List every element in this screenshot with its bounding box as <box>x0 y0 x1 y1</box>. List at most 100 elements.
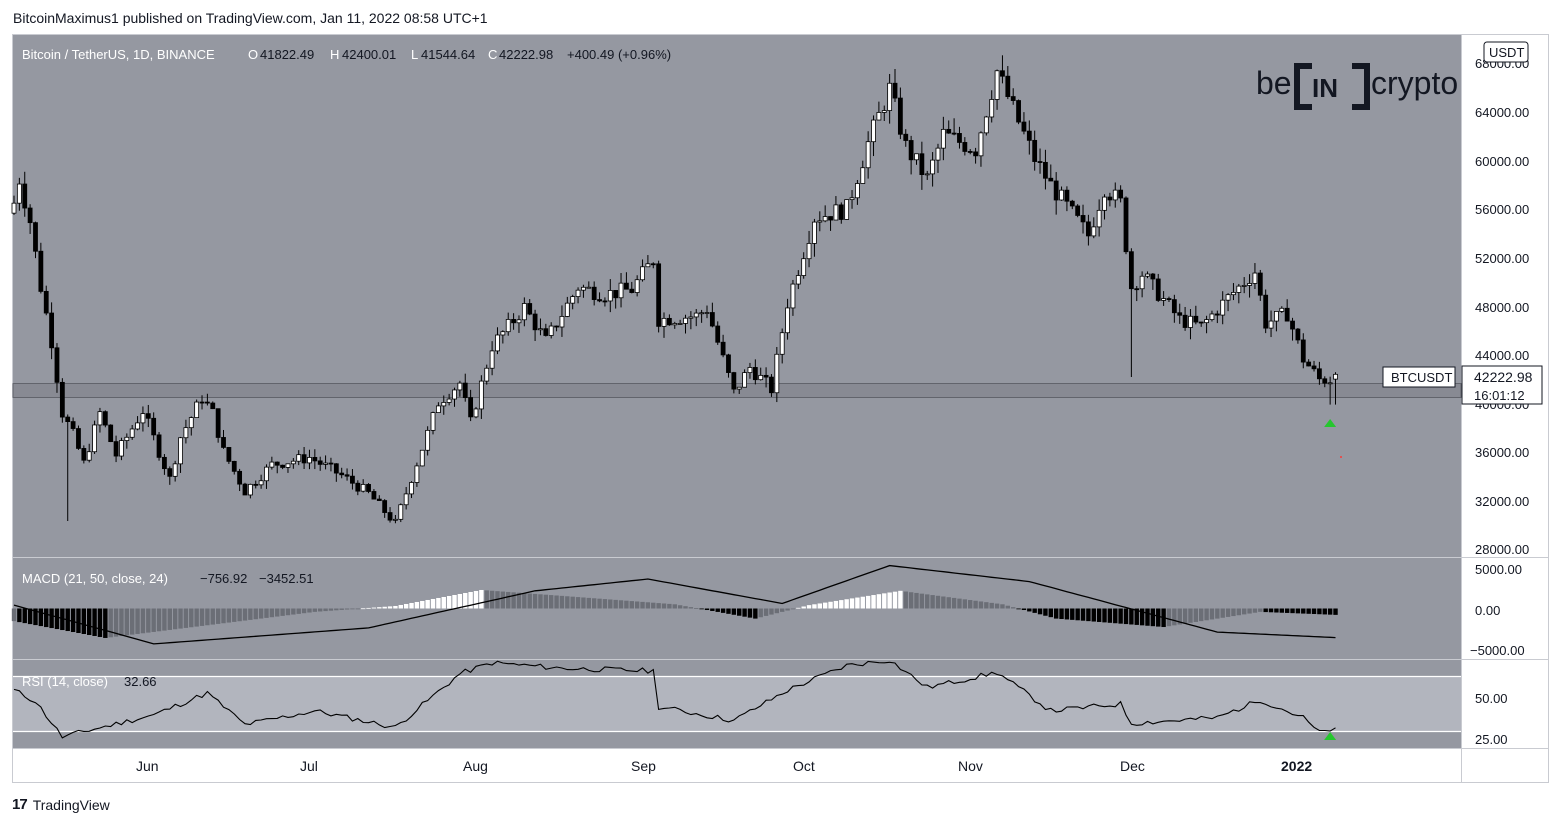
macd-histogram-bar <box>1134 608 1139 625</box>
time-axis[interactable] <box>13 749 1461 782</box>
candle-down <box>333 463 339 474</box>
candle-up <box>124 436 130 441</box>
footer: 17 TradingView <box>12 796 110 813</box>
candle-up <box>430 412 436 431</box>
macd-histogram-bar <box>527 593 532 609</box>
macd-histogram-bar <box>914 592 919 609</box>
rsi-legend: RSI (14, close) 32.66 <box>22 674 157 689</box>
macd-histogram-bar <box>479 589 484 609</box>
candle-up <box>409 482 414 495</box>
macd-histogram-bar <box>747 608 753 618</box>
candle-down <box>156 434 162 458</box>
macd-histogram-bar <box>1139 608 1145 626</box>
macd-histogram-bar <box>414 601 420 609</box>
candle-down <box>145 413 151 419</box>
candle-down <box>650 263 656 266</box>
macd-histogram-bar <box>855 597 860 609</box>
macd-histogram-bar <box>285 608 291 616</box>
candle-up <box>1279 307 1285 312</box>
macd-histogram-bar <box>726 608 731 614</box>
macd-histogram-bar <box>205 608 210 626</box>
macd-histogram-bar <box>785 608 790 611</box>
candle-down <box>204 401 210 404</box>
macd-histogram-bar <box>608 599 613 609</box>
macd-histogram-bar <box>398 604 403 609</box>
macd-histogram-bar <box>941 596 946 609</box>
macd-histogram-bar <box>403 603 409 609</box>
candle-down <box>946 128 952 134</box>
logo-be: be <box>1256 65 1292 101</box>
macd-histogram-bar <box>1220 608 1225 618</box>
candle-down <box>903 133 909 141</box>
macd-histogram-bar <box>683 606 688 609</box>
candle-up <box>688 316 694 319</box>
candle-down <box>226 447 232 462</box>
candle-up <box>1139 275 1145 290</box>
candle-down <box>301 454 307 464</box>
macd-histogram-bar <box>1327 608 1333 615</box>
candle-up <box>489 350 495 369</box>
macd-histogram-bar <box>1290 608 1295 614</box>
macd-histogram-bar <box>393 605 398 609</box>
candle-down <box>468 397 474 418</box>
close-label: C <box>488 47 497 62</box>
candle-up <box>457 382 463 391</box>
last-price-value: 42222.98 <box>1474 369 1533 385</box>
candle-up <box>876 112 882 121</box>
candle-up <box>779 332 785 355</box>
macd-histogram-bar <box>898 590 903 609</box>
candle-down <box>33 222 38 252</box>
candle-up <box>930 159 936 175</box>
rsi-tick-labels: 50.00 25.00 <box>1475 691 1508 747</box>
candle-down <box>769 376 774 394</box>
price-pane[interactable] <box>13 35 1461 557</box>
macd-histogram-bar <box>957 598 962 609</box>
macd-histogram-bar <box>1037 608 1043 615</box>
macd-histogram-bar <box>715 608 720 612</box>
macd-histogram-bar <box>189 608 194 628</box>
candle-up <box>747 367 753 374</box>
macd-histogram-bar <box>849 598 855 609</box>
candle-down <box>1026 130 1032 141</box>
beincrypto-logo: be IN crypto <box>1256 62 1458 110</box>
candle-up <box>446 398 452 403</box>
macd-histogram-bar <box>661 603 667 609</box>
macd-value-2: −3452.51 <box>259 571 314 586</box>
macd-histogram-bar <box>1005 605 1011 609</box>
macd-histogram-bar <box>1027 608 1032 612</box>
candle-down <box>597 299 602 302</box>
macd-histogram-bar <box>720 608 726 613</box>
macd-histogram-bar <box>543 594 549 609</box>
candle-up <box>817 220 823 223</box>
macd-histogram-bar <box>1102 608 1107 623</box>
macd-histogram-bar <box>839 600 844 609</box>
macd-histogram-bar <box>1215 608 1220 619</box>
candle-down <box>1075 205 1081 216</box>
macd-tick: −5000.00 <box>1470 643 1525 658</box>
candle-down <box>1048 177 1054 182</box>
macd-histogram-bar <box>919 593 925 609</box>
macd-histogram-bar <box>146 608 151 633</box>
macd-histogram-bar <box>167 608 172 630</box>
candle-up <box>1236 285 1242 293</box>
candle-up <box>414 465 420 483</box>
candle-down <box>1171 299 1177 314</box>
macd-histogram-bar <box>1016 608 1021 610</box>
price-tick: 64000.00 <box>1475 105 1529 120</box>
macd-tick: 5000.00 <box>1475 562 1522 577</box>
macd-legend: MACD (21, 50, close, 24) −756.92 −3452.5… <box>22 571 314 586</box>
macd-histogram-bar <box>1274 608 1279 613</box>
macd-histogram-bar <box>790 608 796 610</box>
candle-down <box>1322 378 1328 384</box>
macd-histogram-bar <box>640 601 645 609</box>
macd-histogram-bar <box>436 597 441 609</box>
candle-down <box>1043 161 1048 179</box>
candle-down <box>108 424 114 443</box>
macd-histogram-bar <box>570 596 575 609</box>
candle-up <box>419 449 425 467</box>
macd-histogram-bar <box>275 608 280 617</box>
currency-badge[interactable] <box>1483 41 1529 63</box>
candle-up <box>575 289 581 298</box>
candle-down <box>919 153 925 175</box>
